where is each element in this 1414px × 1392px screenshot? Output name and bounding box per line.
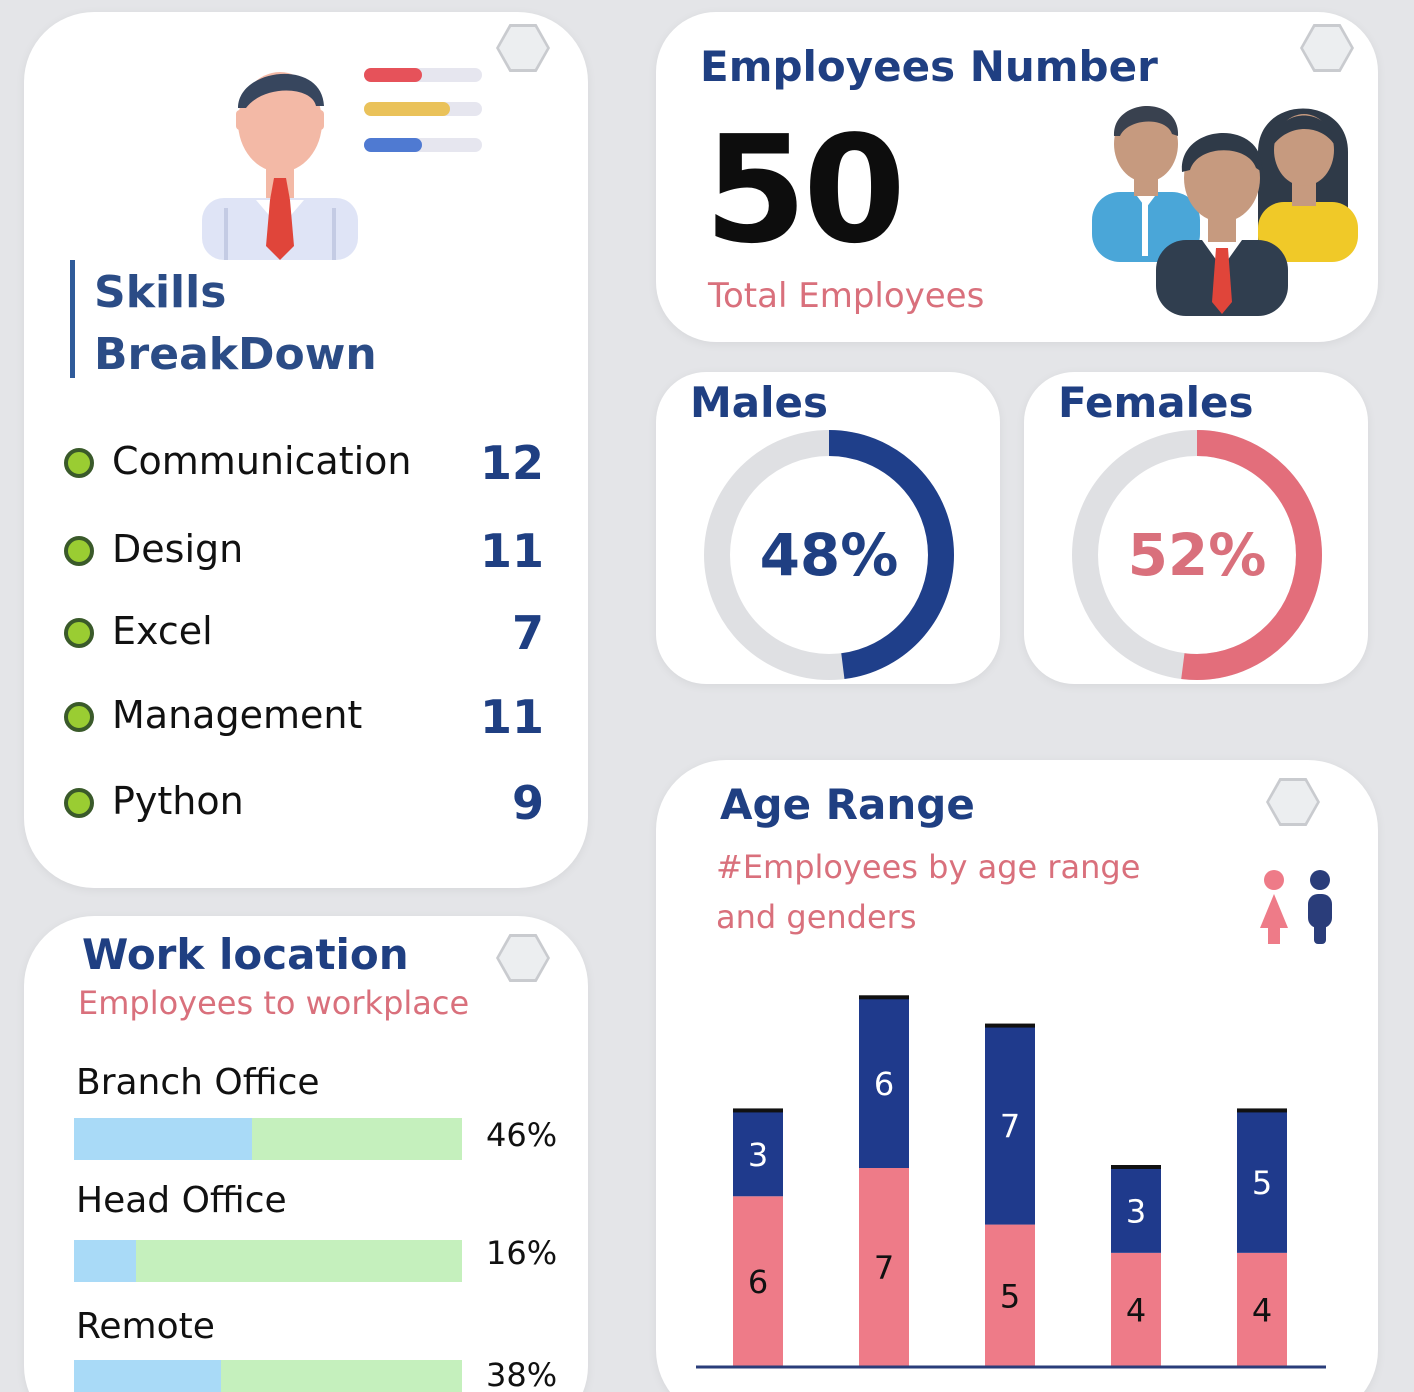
location-bar [74, 1118, 462, 1160]
employees-total: 50 [704, 104, 906, 276]
females-percent: 52% [1127, 521, 1267, 589]
bullet-dot-icon [64, 702, 94, 732]
skill-label: Python [112, 779, 244, 823]
skills-breakdown-card: Skills BreakDown Communication 12 Design… [24, 12, 588, 888]
females-title: Females [1058, 378, 1254, 427]
bar-data-label: 4 [1252, 1291, 1272, 1329]
bar-segment-male [733, 1111, 783, 1197]
hexagon-icon[interactable] [496, 24, 550, 72]
location-bar-fill [74, 1118, 253, 1160]
location-bar-fill [74, 1240, 137, 1282]
bar-segment-female [733, 1196, 783, 1366]
bar-data-label: 3 [1126, 1192, 1146, 1230]
bar-top-cap [859, 995, 909, 1000]
hexagon-icon[interactable] [1300, 24, 1354, 72]
bar-data-label: 6 [874, 1065, 894, 1103]
bar-segment-male [1237, 1111, 1287, 1253]
employees-number-card: Employees Number 50 Total Employees [656, 12, 1378, 342]
age-range-card: Age Range #Employees by age range and ge… [656, 760, 1378, 1392]
bar-top-cap [733, 1108, 783, 1113]
skill-label: Communication [112, 439, 412, 483]
bar-segment-male [985, 1026, 1035, 1225]
location-label: Remote [76, 1306, 215, 1347]
bullet-dot-icon [64, 536, 94, 566]
females-donut-arc [1072, 430, 1322, 680]
males-donut-arc [704, 430, 954, 680]
bullet-dot-icon [64, 448, 94, 478]
females-card: Females 52% [1024, 372, 1368, 684]
location-bar [74, 1240, 462, 1282]
males-title: Males [690, 378, 829, 427]
employees-title: Employees Number [700, 42, 1158, 91]
bar-data-label: 5 [1000, 1277, 1020, 1315]
skill-label: Excel [112, 609, 213, 653]
bar-data-label: 7 [1000, 1108, 1020, 1146]
bullet-dot-icon [64, 788, 94, 818]
work-location-title: Work location [82, 930, 409, 979]
location-percent: 38% [486, 1356, 558, 1392]
skill-count: 9 [511, 776, 544, 830]
location-label: Branch Office [76, 1062, 320, 1103]
employees-subtitle: Total Employees [708, 276, 985, 316]
skill-count: 7 [511, 606, 544, 660]
skill-label: Management [112, 693, 363, 737]
bar-segment-female [1111, 1252, 1161, 1366]
age-range-subtitle: #Employees by age range and genders [716, 848, 1141, 936]
age-range-bar-chart: 6 3 7 6 5 7 4 3 4 5 [696, 995, 1326, 1369]
work-location-card: Work location Employees to workplace Bra… [24, 916, 588, 1392]
bar-top-cap [985, 1023, 1035, 1028]
skill-count: 11 [479, 524, 544, 578]
bar-data-label: 3 [748, 1136, 768, 1174]
location-label: Head Office [76, 1180, 287, 1221]
bar-segment-male [1111, 1168, 1161, 1253]
bar-segment-female [985, 1224, 1035, 1366]
female-icon [1260, 870, 1288, 944]
males-card: Males 48% [656, 372, 1000, 684]
employees-group-icon [1092, 105, 1358, 316]
bar-data-label: 4 [1126, 1291, 1146, 1329]
skill-count: 12 [479, 436, 544, 490]
employee-skills-illustration-icon [202, 68, 482, 260]
age-range-title: Age Range [720, 780, 975, 829]
location-bar [74, 1360, 462, 1392]
work-location-subtitle: Employees to workplace [78, 984, 470, 1022]
bullet-dot-icon [64, 618, 94, 648]
skill-row: Python 9 [64, 776, 554, 830]
hexagon-icon[interactable] [496, 934, 550, 982]
bar-data-label: 6 [748, 1263, 768, 1301]
skill-row: Excel 7 [64, 606, 554, 660]
males-percent: 48% [759, 521, 899, 589]
bar-segment-female [1237, 1252, 1287, 1366]
skill-label: Design [112, 527, 244, 571]
bar-top-cap [1237, 1108, 1287, 1113]
skill-row: Design 11 [64, 524, 554, 578]
location-bar-fill [74, 1360, 222, 1392]
male-icon [1308, 870, 1332, 944]
skill-row: Management 11 [64, 690, 554, 744]
gender-legend-icon [1260, 870, 1332, 944]
skill-row: Communication 12 [64, 436, 554, 490]
males-donut-chart [704, 430, 954, 680]
bar-data-label: 5 [1252, 1164, 1272, 1202]
location-percent: 16% [486, 1234, 558, 1272]
skills-title: Skills BreakDown [94, 267, 377, 380]
bar-data-label: 7 [874, 1249, 894, 1287]
females-donut-chart [1072, 430, 1322, 680]
skills-title-accent [70, 260, 75, 378]
bar-segment-female [859, 1168, 909, 1366]
bar-top-cap [1111, 1165, 1161, 1169]
location-percent: 46% [486, 1116, 558, 1154]
bar-segment-male [859, 998, 909, 1168]
hexagon-icon[interactable] [1266, 778, 1320, 826]
skill-count: 11 [479, 690, 544, 744]
